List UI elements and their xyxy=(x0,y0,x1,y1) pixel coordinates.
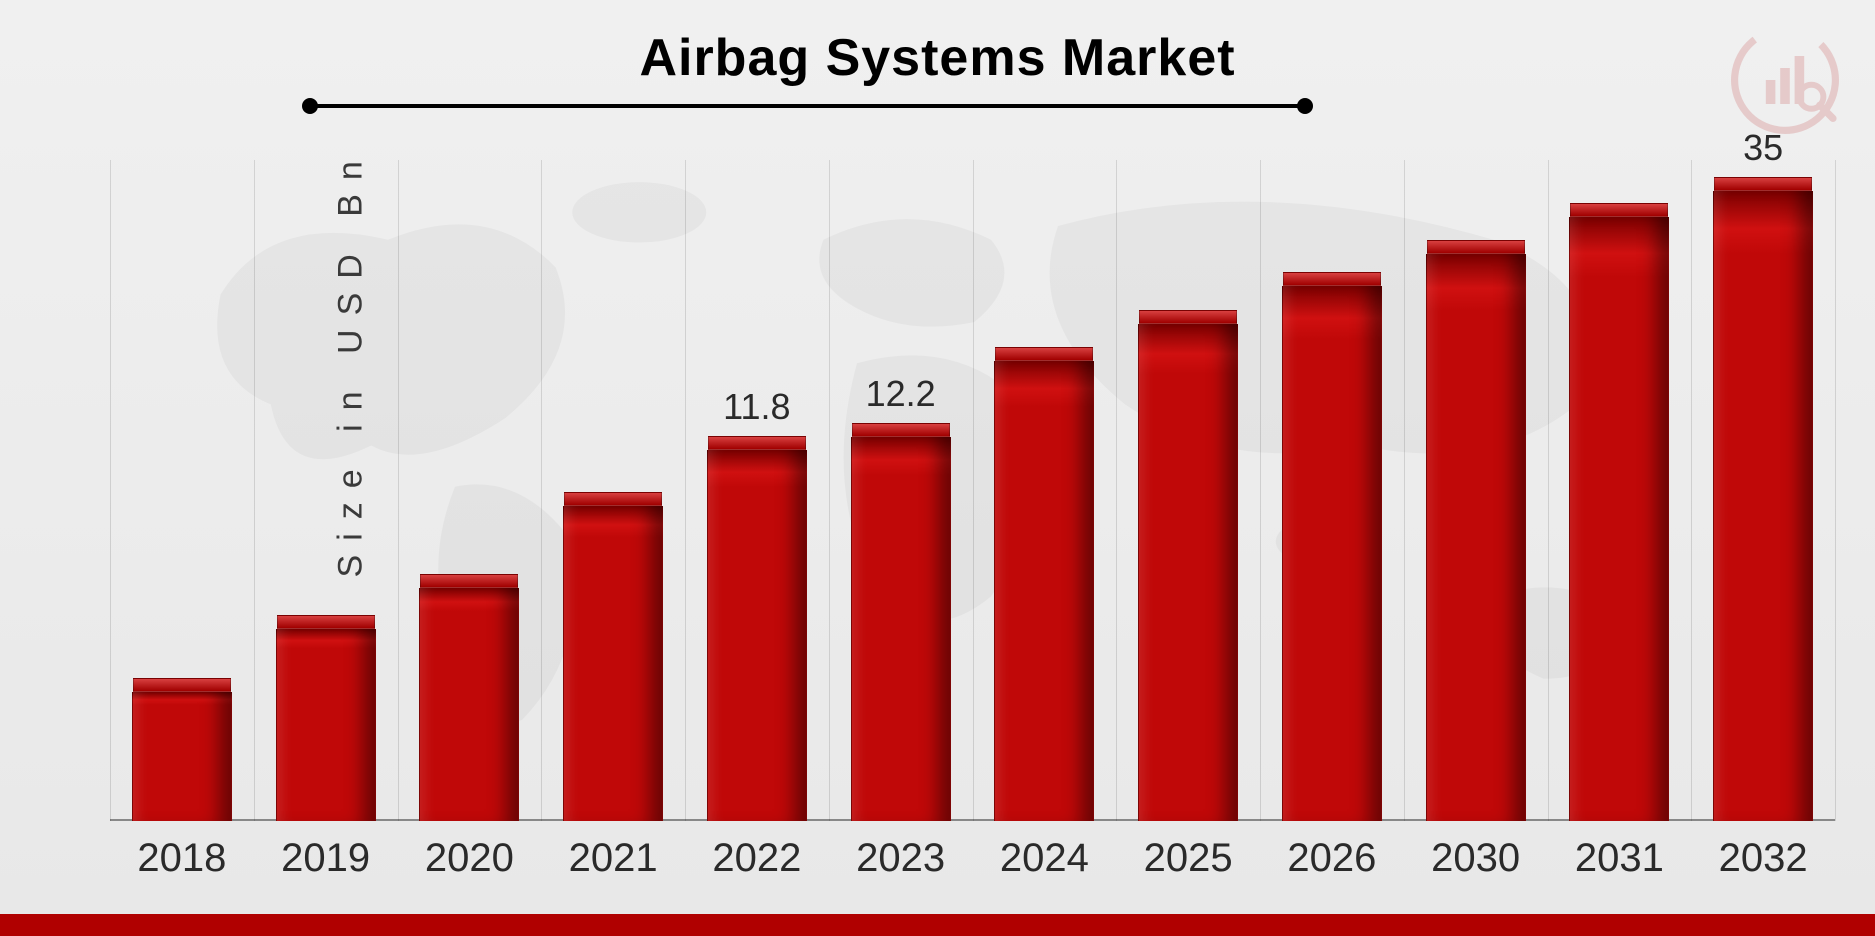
grid-vertical xyxy=(685,160,686,821)
bar-body xyxy=(994,361,1094,821)
chart-container: Airbag Systems Market Market Size in USD… xyxy=(0,0,1875,936)
x-axis-tick-label: 2032 xyxy=(1719,836,1808,881)
grid-vertical xyxy=(1260,160,1261,821)
grid-vertical xyxy=(973,160,974,821)
brand-logo-icon xyxy=(1725,20,1845,140)
x-axis-tick-label: 2022 xyxy=(712,836,801,881)
bar-body xyxy=(1713,191,1813,821)
bar-cap xyxy=(1427,240,1525,254)
x-axis-tick-label: 2021 xyxy=(569,836,658,881)
grid-vertical xyxy=(110,160,111,821)
x-axis-labels: 2018 2019 2020 2021 2022 2023 2024 2025 2026 2030… xyxy=(110,836,1835,896)
bar-value-label: 35 xyxy=(1743,127,1783,169)
bar-cap xyxy=(1139,310,1237,324)
grid-vertical xyxy=(1548,160,1549,821)
x-axis-tick-label: 2025 xyxy=(1144,836,1233,881)
bar-cap xyxy=(708,436,806,450)
bar-cap xyxy=(1283,272,1381,286)
bar-value-label: 11.8 xyxy=(723,386,790,428)
bar-cap xyxy=(564,492,662,506)
grid-vertical xyxy=(254,160,255,821)
bar-body xyxy=(419,588,519,821)
title-underline xyxy=(310,104,1305,108)
bar-body xyxy=(276,629,376,821)
bar-body xyxy=(1426,254,1526,821)
grid-vertical xyxy=(541,160,542,821)
grid-vertical xyxy=(1404,160,1405,821)
plot-area: 11.812.235 xyxy=(110,160,1835,821)
grid-vertical xyxy=(1116,160,1117,821)
x-axis-tick-label: 2026 xyxy=(1287,836,1376,881)
grid-vertical xyxy=(829,160,830,821)
grid-vertical xyxy=(1835,160,1836,821)
bar-cap xyxy=(1570,203,1668,217)
x-axis-tick-label: 2018 xyxy=(137,836,226,881)
chart-title: Airbag Systems Market xyxy=(0,28,1875,88)
bar-cap xyxy=(852,423,950,437)
bar-body xyxy=(1569,217,1669,821)
x-axis-tick-label: 2030 xyxy=(1431,836,1520,881)
bar-cap xyxy=(420,574,518,588)
bar-value-label: 12.2 xyxy=(866,373,936,415)
bar-body xyxy=(707,450,807,821)
grid-vertical xyxy=(398,160,399,821)
x-axis-tick-label: 2023 xyxy=(856,836,945,881)
footer-accent-bar xyxy=(0,914,1875,936)
bar-body xyxy=(1138,324,1238,821)
x-axis-tick-label: 2020 xyxy=(425,836,514,881)
grid-vertical xyxy=(1691,160,1692,821)
bar-cap xyxy=(133,678,231,692)
x-axis-tick-label: 2031 xyxy=(1575,836,1664,881)
bar-body xyxy=(851,437,951,821)
bar-body xyxy=(563,506,663,821)
bar-body xyxy=(1282,286,1382,821)
bar-cap xyxy=(1714,177,1812,191)
x-axis-tick-label: 2019 xyxy=(281,836,370,881)
bar-cap xyxy=(277,615,375,629)
bar-cap xyxy=(995,347,1093,361)
x-axis-tick-label: 2024 xyxy=(1000,836,1089,881)
bar-body xyxy=(132,692,232,821)
